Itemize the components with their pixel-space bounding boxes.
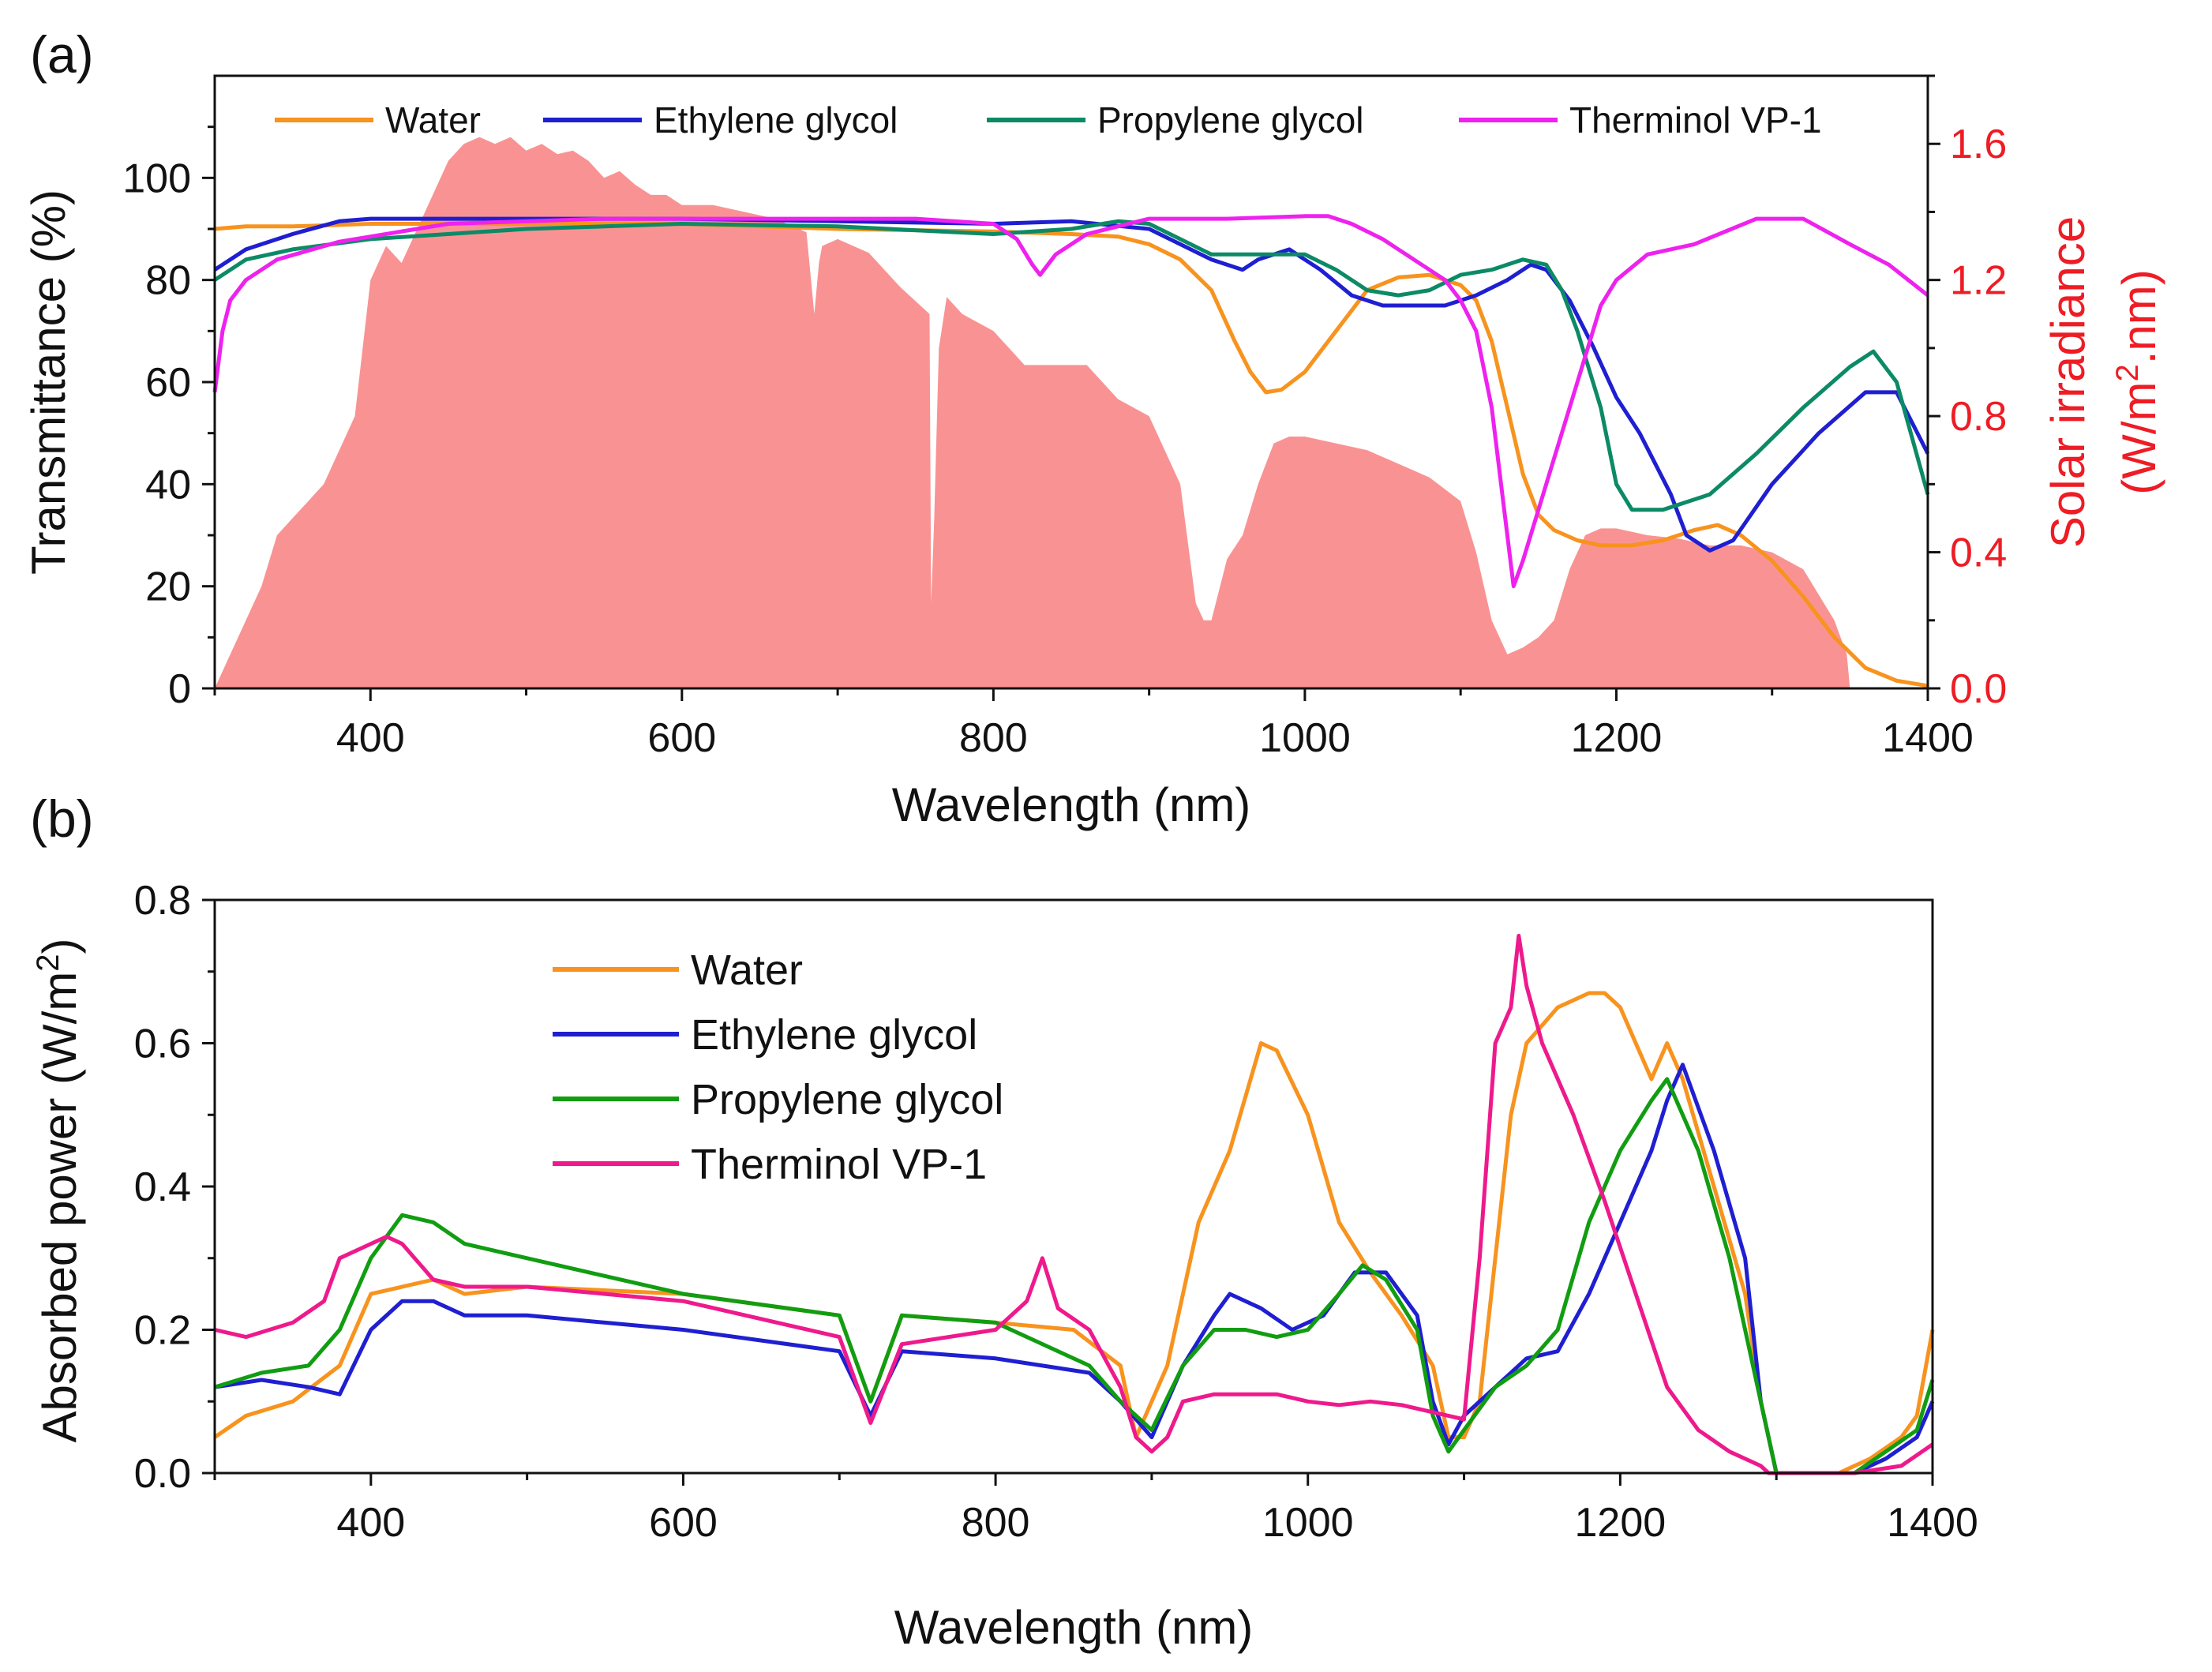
y2-tick-label: 0.4	[1950, 530, 2007, 576]
y-tick-label: 0.8	[134, 878, 191, 924]
legend-label-therminol-vp-1: Therminol VP-1	[1569, 99, 1822, 141]
series-line-therminol-vp-1	[212, 214, 1929, 589]
absorbed-power-lines-group	[213, 933, 1935, 1475]
y-tick-label: 40	[145, 462, 191, 508]
y-tick-label: 0.6	[134, 1022, 191, 1067]
solar-irradiance-area	[215, 137, 1850, 689]
panel-b-x-axis-title: Wavelength (nm)	[894, 1601, 1254, 1654]
y-tick-label: 20	[145, 564, 191, 610]
series-line-propylene-glycol	[213, 219, 1930, 512]
legend-label-ethylene-glycol: Ethylene glycol	[691, 1011, 977, 1059]
x-tick-label: 1200	[1571, 715, 1663, 761]
panel-b-legend: Water Ethylene glycol Propylene glycol Ther…	[553, 947, 1003, 1188]
x-tick-label: 600	[647, 715, 716, 761]
y2-tick-label: 0.0	[1950, 666, 2007, 712]
panel-a-y2-ticks: 0.0 0.4 0.8 1.2 1.6	[1928, 74, 2007, 712]
legend-label-propylene-glycol: Propylene glycol	[691, 1076, 1003, 1123]
panel-b-y-axis-title: Absorbed power (W/m2)	[31, 938, 86, 1442]
panel-b-frame	[213, 898, 1934, 1475]
panel-a-legend: Water Ethylene glycol Propylene glycol Ther…	[275, 99, 1822, 141]
transmittance-lines-group	[212, 214, 1930, 688]
y-tick-label: 100	[122, 156, 191, 201]
irradiance-area-group	[215, 137, 1850, 689]
panel-a-x-ticks: 400 600 800 1000 1200 1400	[213, 688, 1974, 761]
y-tick-label: 60	[145, 360, 191, 406]
x-tick-label: 400	[336, 1500, 405, 1546]
panel-b-x-ticks: 400 600 800 1000 1200 1400	[213, 1473, 1978, 1546]
legend-label-therminol-vp-1: Therminol VP-1	[691, 1141, 987, 1188]
panel-a-y-ticks: 0 20 40 60 80 100	[122, 126, 215, 712]
y2-tick-label: 0.8	[1950, 394, 2007, 440]
x-tick-label: 1000	[1262, 1500, 1354, 1546]
legend-label-propylene-glycol: Propylene glycol	[1097, 99, 1364, 141]
x-tick-label: 600	[649, 1500, 718, 1546]
panel-b: (b) 400 600 800 1000 1200 1400 0.00.20.40.60.…	[30, 789, 1978, 1654]
y-tick-label: 80	[145, 258, 191, 304]
x-tick-label: 800	[959, 715, 1028, 761]
x-tick-label: 800	[962, 1500, 1030, 1546]
x-tick-label: 1400	[1887, 1500, 1978, 1546]
panel-b-label: (b)	[30, 789, 94, 848]
panel-a-y2-axis-title: Solar irradiance	[2041, 216, 2094, 548]
x-tick-label: 400	[336, 715, 405, 761]
panel-a-label: (a)	[30, 25, 94, 84]
panel-a-x-axis-title: Wavelength (nm)	[892, 778, 1251, 831]
y2-tick-label: 1.6	[1950, 122, 2007, 167]
panel-b-y-ticks: 0.0 0.2 0.4 0.6 0.8	[134, 878, 215, 1497]
panel-a-y2-axis-units: (W/m2.nm)	[2110, 269, 2165, 495]
series-line-therminol-vp-1	[214, 933, 1934, 1475]
x-tick-label: 1000	[1259, 715, 1351, 761]
legend-label-water: Water	[691, 947, 803, 994]
y-tick-label: 0.2	[134, 1308, 191, 1354]
panel-a-y-axis-title: Transmittance (%)	[22, 189, 75, 575]
series-line-propylene-glycol	[214, 1077, 1935, 1475]
legend-label-water: Water	[385, 99, 481, 141]
y-tick-label: 0.4	[134, 1164, 191, 1210]
legend-label-ethylene-glycol: Ethylene glycol	[654, 99, 898, 141]
y-tick-label: 0.0	[134, 1451, 191, 1497]
x-tick-label: 1400	[1882, 715, 1974, 761]
x-tick-label: 1200	[1575, 1500, 1666, 1546]
y-tick-label: 0	[168, 666, 191, 712]
series-line-ethylene-glycol	[214, 1063, 1935, 1475]
y2-tick-label: 1.2	[1950, 258, 2007, 304]
panel-a: (a) 400 600 800 1000 1200 1400 0 20 40 60 80 100 0…	[22, 25, 2165, 831]
